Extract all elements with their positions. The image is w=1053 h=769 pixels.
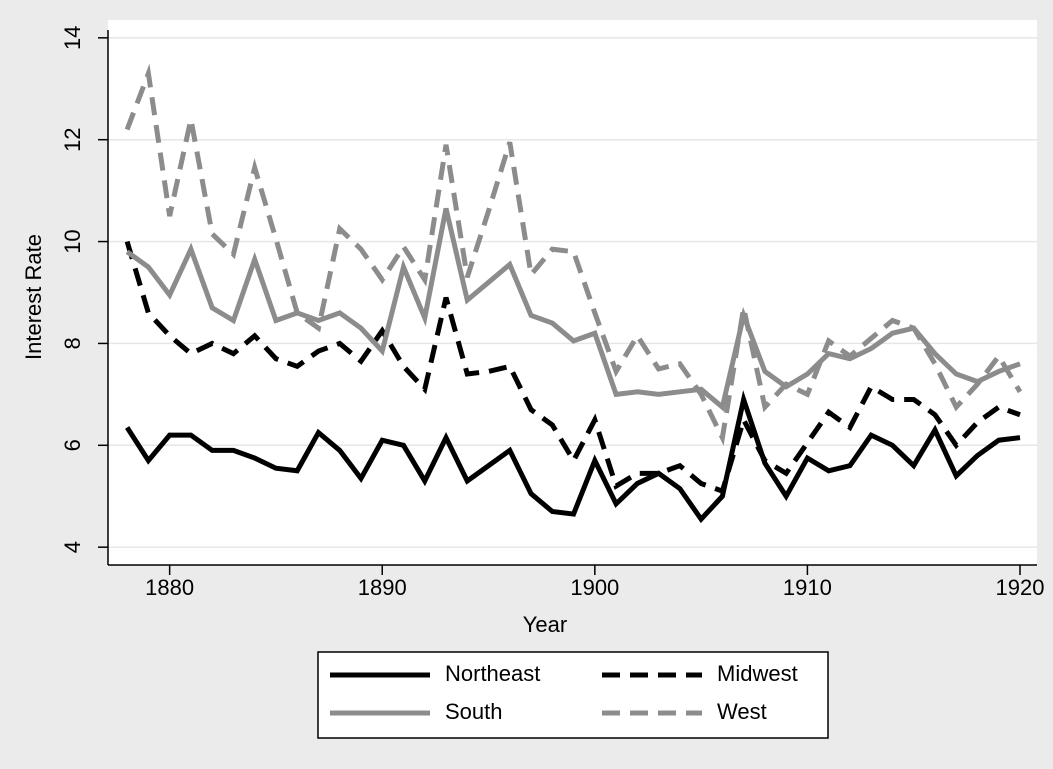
x-tick-label: 1910 [783,575,832,600]
legend-label: West [717,699,767,724]
legend-box [317,651,829,739]
series-line [124,240,1021,495]
x-tick-label: 1890 [358,575,407,600]
x-tick-label: 1900 [570,575,619,600]
y-tick-label: 4 [60,541,85,553]
y-tick-label: 10 [60,229,85,253]
legend-label: Northeast [445,661,540,686]
y-tick-label: 8 [60,337,85,349]
series-line [125,390,1021,524]
x-tick-label: 1920 [996,575,1045,600]
x-tick-label: 1880 [145,575,194,600]
plot-area [108,20,1037,565]
y-tick-label: 14 [60,26,85,50]
y-axis-title: Interest Rate [21,234,46,360]
legend-label: Midwest [717,661,798,686]
y-tick-label: 12 [60,127,85,151]
legend-label: South [445,699,503,724]
x-axis-title: Year [523,612,567,637]
series-line [124,63,1023,446]
series-line [125,207,1021,412]
y-tick-label: 6 [60,439,85,451]
